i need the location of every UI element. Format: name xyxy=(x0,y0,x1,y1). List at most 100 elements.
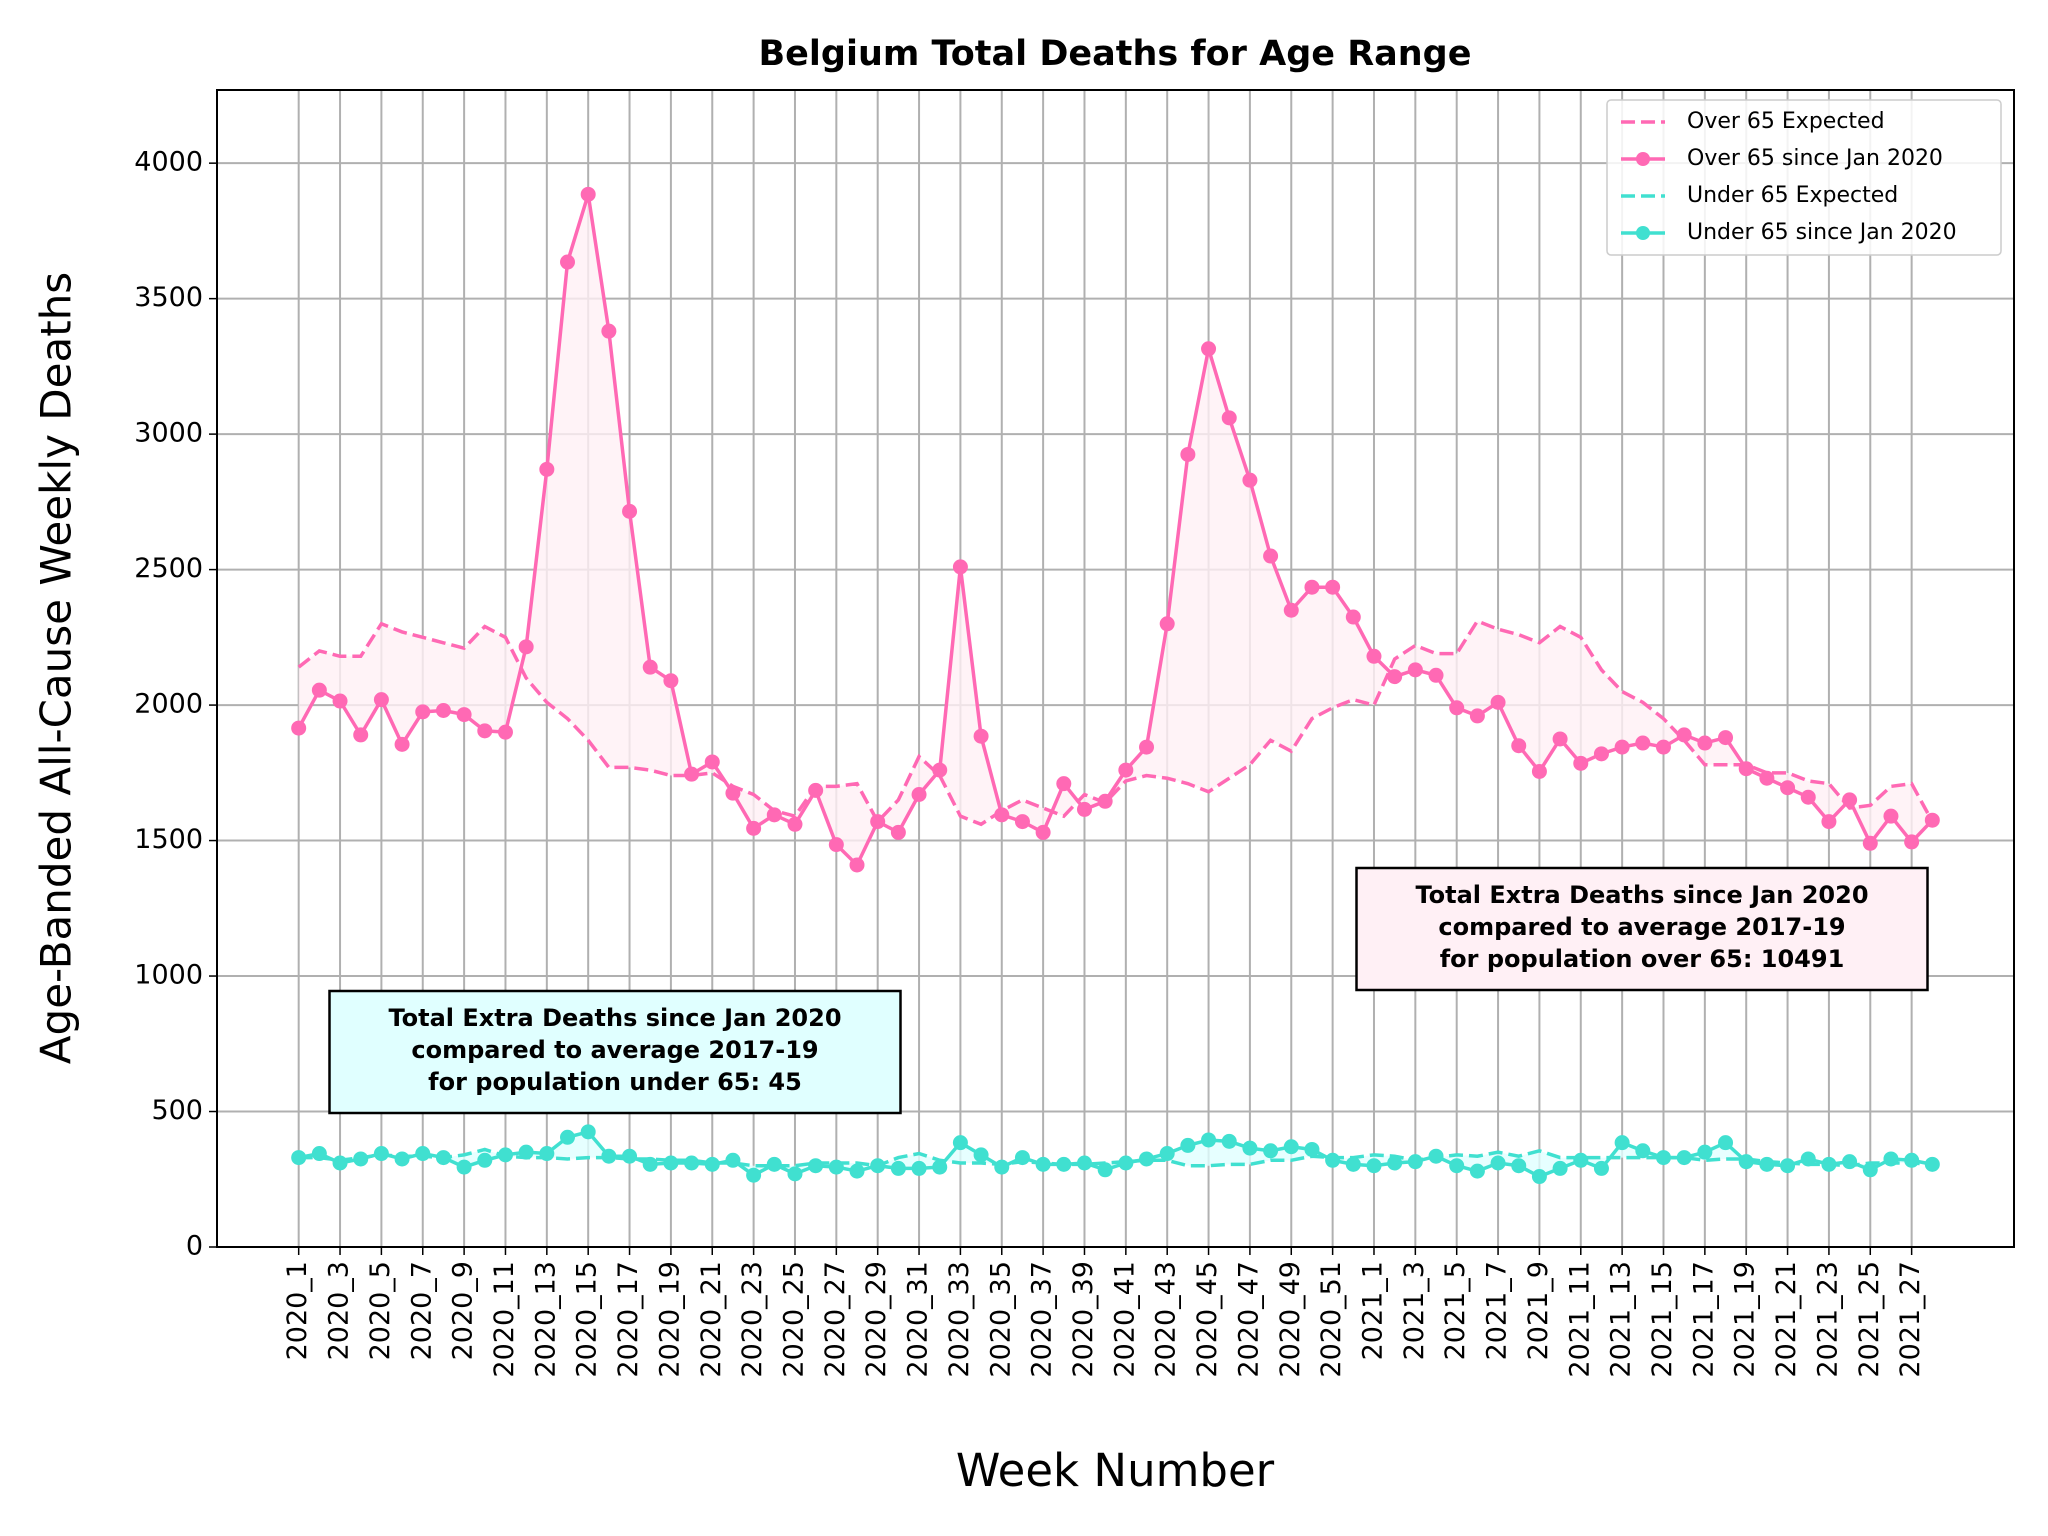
data-point xyxy=(1097,1162,1113,1178)
y-tick-label: 3000 xyxy=(134,418,203,449)
data-point xyxy=(1159,1146,1175,1162)
data-point xyxy=(332,693,348,709)
data-point xyxy=(1428,1148,1444,1164)
data-point xyxy=(704,754,720,770)
data-point xyxy=(787,816,803,832)
data-point xyxy=(1759,1156,1775,1172)
data-point xyxy=(849,1163,865,1179)
data-point xyxy=(477,1152,493,1168)
x-tick-label: 2020_35 xyxy=(985,1261,1016,1378)
data-point xyxy=(539,1146,555,1162)
data-point xyxy=(1345,1156,1361,1172)
x-tick-label: 2021_23 xyxy=(1812,1261,1843,1378)
data-point xyxy=(518,1144,534,1160)
data-point xyxy=(1366,1158,1382,1174)
data-point xyxy=(1655,739,1671,755)
y-axis-label: Age-Banded All-Cause Weekly Deaths xyxy=(32,272,81,1064)
data-point xyxy=(1904,834,1920,850)
data-point xyxy=(1469,1163,1485,1179)
data-point xyxy=(1924,812,1940,828)
data-point xyxy=(828,837,844,853)
data-point xyxy=(1407,1154,1423,1170)
annotation-text: Total Extra Deaths since Jan 2020 xyxy=(1415,881,1868,909)
data-point xyxy=(1842,792,1858,808)
data-point xyxy=(497,724,513,740)
data-point xyxy=(394,1151,410,1167)
data-point xyxy=(1800,789,1816,805)
data-point xyxy=(1697,1144,1713,1160)
legend-label: Over 65 Expected xyxy=(1687,109,1885,134)
data-point xyxy=(1780,780,1796,796)
data-point xyxy=(890,1160,906,1176)
data-point xyxy=(1283,602,1299,618)
data-point xyxy=(1449,700,1465,716)
data-point xyxy=(1862,1162,1878,1178)
data-point xyxy=(1469,708,1485,724)
x-tick-label: 2020_21 xyxy=(696,1261,727,1378)
y-tick-label: 2500 xyxy=(134,553,203,584)
data-point xyxy=(1531,763,1547,779)
annotation-text: compared to average 2017-19 xyxy=(411,1036,818,1064)
data-point xyxy=(1118,762,1134,778)
data-point xyxy=(394,736,410,752)
data-point xyxy=(746,820,762,836)
x-tick-label: 2020_7 xyxy=(406,1261,437,1360)
data-point xyxy=(1842,1154,1858,1170)
data-point xyxy=(1924,1156,1940,1172)
legend-label: Under 65 Expected xyxy=(1687,183,1898,208)
x-tick-label: 2020_3 xyxy=(324,1261,355,1360)
data-point xyxy=(1718,1135,1734,1151)
x-tick-label: 2020_25 xyxy=(778,1261,809,1378)
data-point xyxy=(1180,1137,1196,1153)
data-point xyxy=(332,1155,348,1171)
plot-frame xyxy=(216,89,2015,1248)
data-point xyxy=(622,1148,638,1164)
data-point xyxy=(808,1158,824,1174)
data-point xyxy=(497,1147,513,1163)
data-point xyxy=(353,727,369,743)
data-point xyxy=(1862,835,1878,851)
data-point xyxy=(1076,1155,1092,1171)
data-point xyxy=(1076,801,1092,817)
data-point xyxy=(932,1159,948,1175)
data-point xyxy=(1242,1140,1258,1156)
data-point xyxy=(291,1150,307,1166)
x-tick-label: 2020_49 xyxy=(1275,1261,1306,1378)
legend-box xyxy=(1606,99,2002,256)
data-point xyxy=(1614,1135,1630,1151)
data-point xyxy=(415,1146,431,1162)
data-point xyxy=(725,785,741,801)
x-tick-label: 2021_25 xyxy=(1854,1261,1885,1378)
x-tick-label: 2020_27 xyxy=(820,1261,851,1378)
x-axis-label: Week Number xyxy=(956,1444,1275,1497)
data-point xyxy=(622,503,638,519)
data-point xyxy=(1821,1156,1837,1172)
annotation-text: for population under 65: 45 xyxy=(428,1068,802,1096)
data-point xyxy=(1139,739,1155,755)
x-tick-label: 2020_19 xyxy=(654,1261,685,1378)
data-point xyxy=(1697,735,1713,751)
data-point xyxy=(787,1166,803,1182)
y-tick-label: 3500 xyxy=(134,282,203,313)
data-point xyxy=(1449,1158,1465,1174)
data-point xyxy=(1263,548,1279,564)
annotation-box xyxy=(1355,866,1929,992)
data-point xyxy=(746,1167,762,1183)
x-tick-label: 2020_1 xyxy=(282,1261,313,1360)
x-tick-label: 2020_37 xyxy=(1027,1261,1058,1378)
x-tick-label: 2020_17 xyxy=(613,1261,644,1378)
data-point xyxy=(1242,472,1258,488)
y-tick-label: 1500 xyxy=(134,824,203,855)
y-tick-label: 4000 xyxy=(134,147,203,178)
data-point xyxy=(1345,609,1361,625)
data-point xyxy=(291,720,307,736)
data-point xyxy=(311,1146,327,1162)
data-point xyxy=(932,762,948,778)
x-tick-label: 2020_9 xyxy=(448,1261,479,1360)
data-point xyxy=(1035,824,1051,840)
data-point xyxy=(994,1159,1010,1175)
data-point xyxy=(870,814,886,830)
data-point xyxy=(560,254,576,270)
data-point xyxy=(1738,1154,1754,1170)
legend-label: Over 65 since Jan 2020 xyxy=(1687,146,1943,171)
